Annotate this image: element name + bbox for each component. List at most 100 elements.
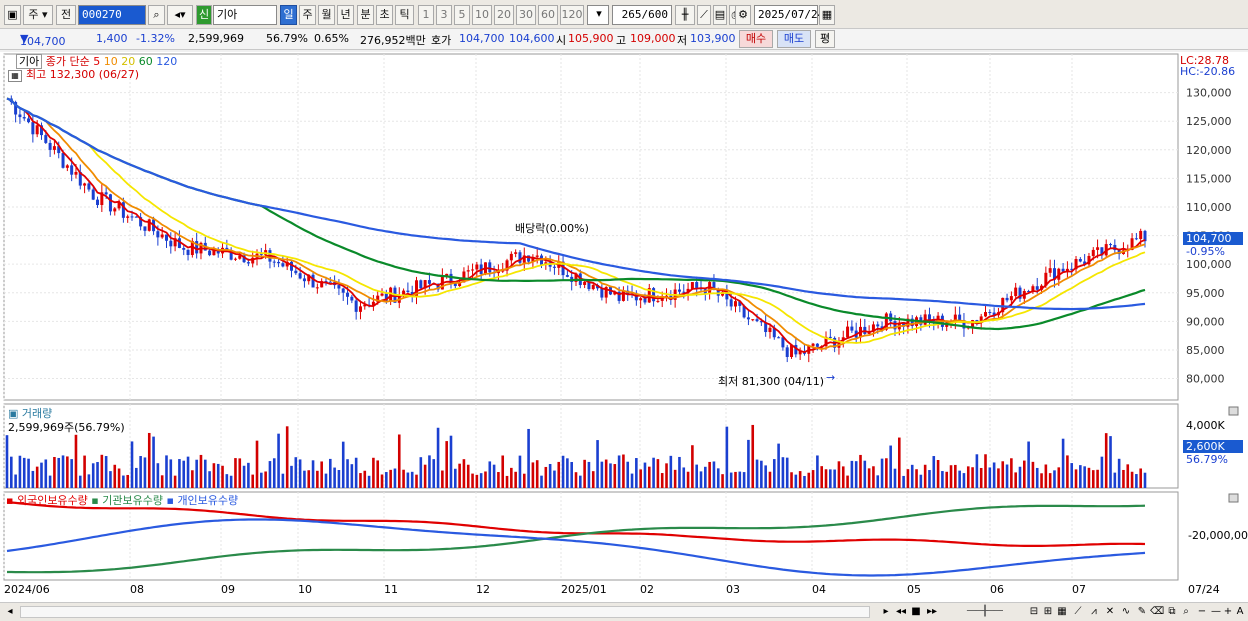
volume-bar: [44, 459, 48, 488]
candle-body: [229, 250, 233, 260]
minus-line-icon[interactable]: —: [1211, 606, 1221, 617]
interval-1[interactable]: 1: [418, 5, 434, 25]
copy-icon[interactable]: ⧉: [1168, 606, 1176, 617]
scroll-track[interactable]: [20, 606, 870, 618]
interval-20[interactable]: 20: [494, 5, 514, 25]
candle-body: [738, 301, 742, 306]
count-field[interactable]: 265/600: [612, 5, 672, 25]
period-tick[interactable]: 틱: [395, 5, 414, 25]
interval-30[interactable]: 30: [516, 5, 536, 25]
sell-button[interactable]: 매도: [777, 30, 811, 48]
eval-button[interactable]: 평: [815, 30, 835, 48]
chevron-down-icon[interactable]: ▾: [596, 7, 602, 20]
buy-button[interactable]: 매수: [739, 30, 773, 48]
volume-bar: [130, 441, 134, 488]
interval-10[interactable]: 10: [472, 5, 492, 25]
volume-bar: [635, 458, 638, 488]
volume-bar: [570, 461, 573, 488]
search-icon[interactable]: ⌕: [148, 5, 165, 25]
stop-icon[interactable]: ■: [911, 606, 921, 617]
candle-body: [518, 252, 522, 263]
chart-area[interactable]: 130,000125,000120,000115,000110,000105,0…: [0, 52, 1248, 602]
volume-bar: [285, 426, 289, 488]
fast-forward-icon[interactable]: ▸▸: [926, 606, 938, 617]
volume-bar: [320, 461, 323, 488]
volume-bar: [294, 457, 298, 488]
volume-bar: [311, 460, 315, 488]
date-input[interactable]: 2025/07/24: [754, 5, 824, 25]
interval-custom-input[interactable]: [587, 5, 609, 25]
scroll-bar[interactable]: ◂ ▸ ◂◂ ■ ▸▸ ╶──╂──╴ ⊟ ⊞ ▦ ⟋ ⩘ ✕ ∿ ✎ ⌫ ⧉ …: [0, 602, 1248, 621]
period-month[interactable]: 월: [318, 5, 335, 25]
line-icon[interactable]: ⟋: [1074, 606, 1082, 617]
volume-bar: [760, 460, 763, 488]
save-icon[interactable]: ▤: [713, 5, 727, 25]
volume-bar: [859, 454, 862, 488]
period-select[interactable]: 주 ▾: [23, 5, 53, 25]
zoom-in-icon[interactable]: ⌕: [1183, 606, 1189, 617]
interval-60[interactable]: 60: [538, 5, 558, 25]
open-label: 시: [556, 34, 567, 47]
lc-value: LC:28.78: [1180, 54, 1230, 67]
play-icon[interactable]: ▸: [883, 606, 889, 617]
volume-bar: [208, 471, 211, 488]
candle-body: [52, 146, 56, 150]
period-week[interactable]: 주: [299, 5, 316, 25]
calendar-icon[interactable]: ▦: [819, 5, 835, 25]
draw-tool-icon[interactable]: ⟋: [697, 5, 711, 25]
font-size-icon[interactable]: A: [1236, 606, 1244, 617]
candle-body: [100, 192, 104, 206]
volume-bar: [1031, 461, 1035, 488]
eraser-icon[interactable]: ⌫: [1150, 606, 1165, 617]
prev-button[interactable]: 전: [56, 5, 76, 25]
volume-bar: [902, 475, 905, 488]
volume-bar: [829, 469, 832, 488]
draw-icon[interactable]: ✎: [1137, 606, 1147, 617]
volume-bar: [242, 465, 246, 488]
scroll-left-icon[interactable]: ◂: [7, 606, 13, 617]
volume-bar: [221, 465, 224, 488]
candle-body: [600, 288, 604, 298]
volume-bar: [1087, 467, 1091, 488]
grid-icon[interactable]: ▦: [1057, 606, 1067, 617]
trend-icon[interactable]: ⩘: [1091, 606, 1097, 617]
period-year[interactable]: 년: [337, 5, 354, 25]
interval-5[interactable]: 5: [454, 5, 470, 25]
period-day[interactable]: 일: [280, 5, 297, 25]
candle-type-icon[interactable]: ╫: [675, 5, 695, 25]
cross-icon[interactable]: ✕: [1105, 606, 1115, 617]
chart-svg[interactable]: 130,000125,000120,000115,000110,000105,0…: [0, 52, 1248, 602]
candle-body: [281, 263, 285, 267]
candle-body: [277, 261, 281, 264]
window-menu-icon[interactable]: ▣: [4, 5, 21, 25]
candle-body: [402, 290, 406, 296]
volume-bar: [510, 467, 513, 488]
stock-name-field[interactable]: 기아: [213, 5, 277, 25]
stock-code-input[interactable]: 000270: [78, 5, 146, 25]
interval-120[interactable]: 120: [560, 5, 584, 25]
volume-bar: [906, 469, 910, 488]
rewind-icon[interactable]: ◂◂: [895, 606, 907, 617]
minus-icon[interactable]: −: [1197, 606, 1207, 617]
gear-icon[interactable]: ⚙: [735, 5, 751, 25]
volume-bar: [1117, 458, 1121, 488]
period-minute[interactable]: 분: [357, 5, 374, 25]
layout2-icon[interactable]: ⊞: [1043, 606, 1053, 617]
layout-icon[interactable]: ⊟: [1029, 606, 1039, 617]
volume-bar: [1113, 472, 1117, 488]
period-second[interactable]: 초: [376, 5, 393, 25]
zoom-slider[interactable]: ╶──╂──╴: [963, 606, 1007, 617]
foreign-holder-line: [6, 500, 1146, 547]
panel-menu-icon[interactable]: ▦: [8, 70, 22, 82]
volume-bar: [579, 475, 582, 488]
interval-3[interactable]: 3: [436, 5, 452, 25]
wave-icon[interactable]: ∿: [1121, 606, 1131, 617]
volume-bar: [811, 470, 815, 488]
volume-bar: [324, 473, 328, 488]
candle-body: [1001, 297, 1005, 313]
volume-bar: [290, 465, 293, 488]
speaker-icon[interactable]: ◂▾: [167, 5, 193, 25]
candle-body: [415, 280, 419, 297]
volume-bar: [609, 463, 612, 488]
plus-icon[interactable]: +: [1223, 606, 1233, 617]
